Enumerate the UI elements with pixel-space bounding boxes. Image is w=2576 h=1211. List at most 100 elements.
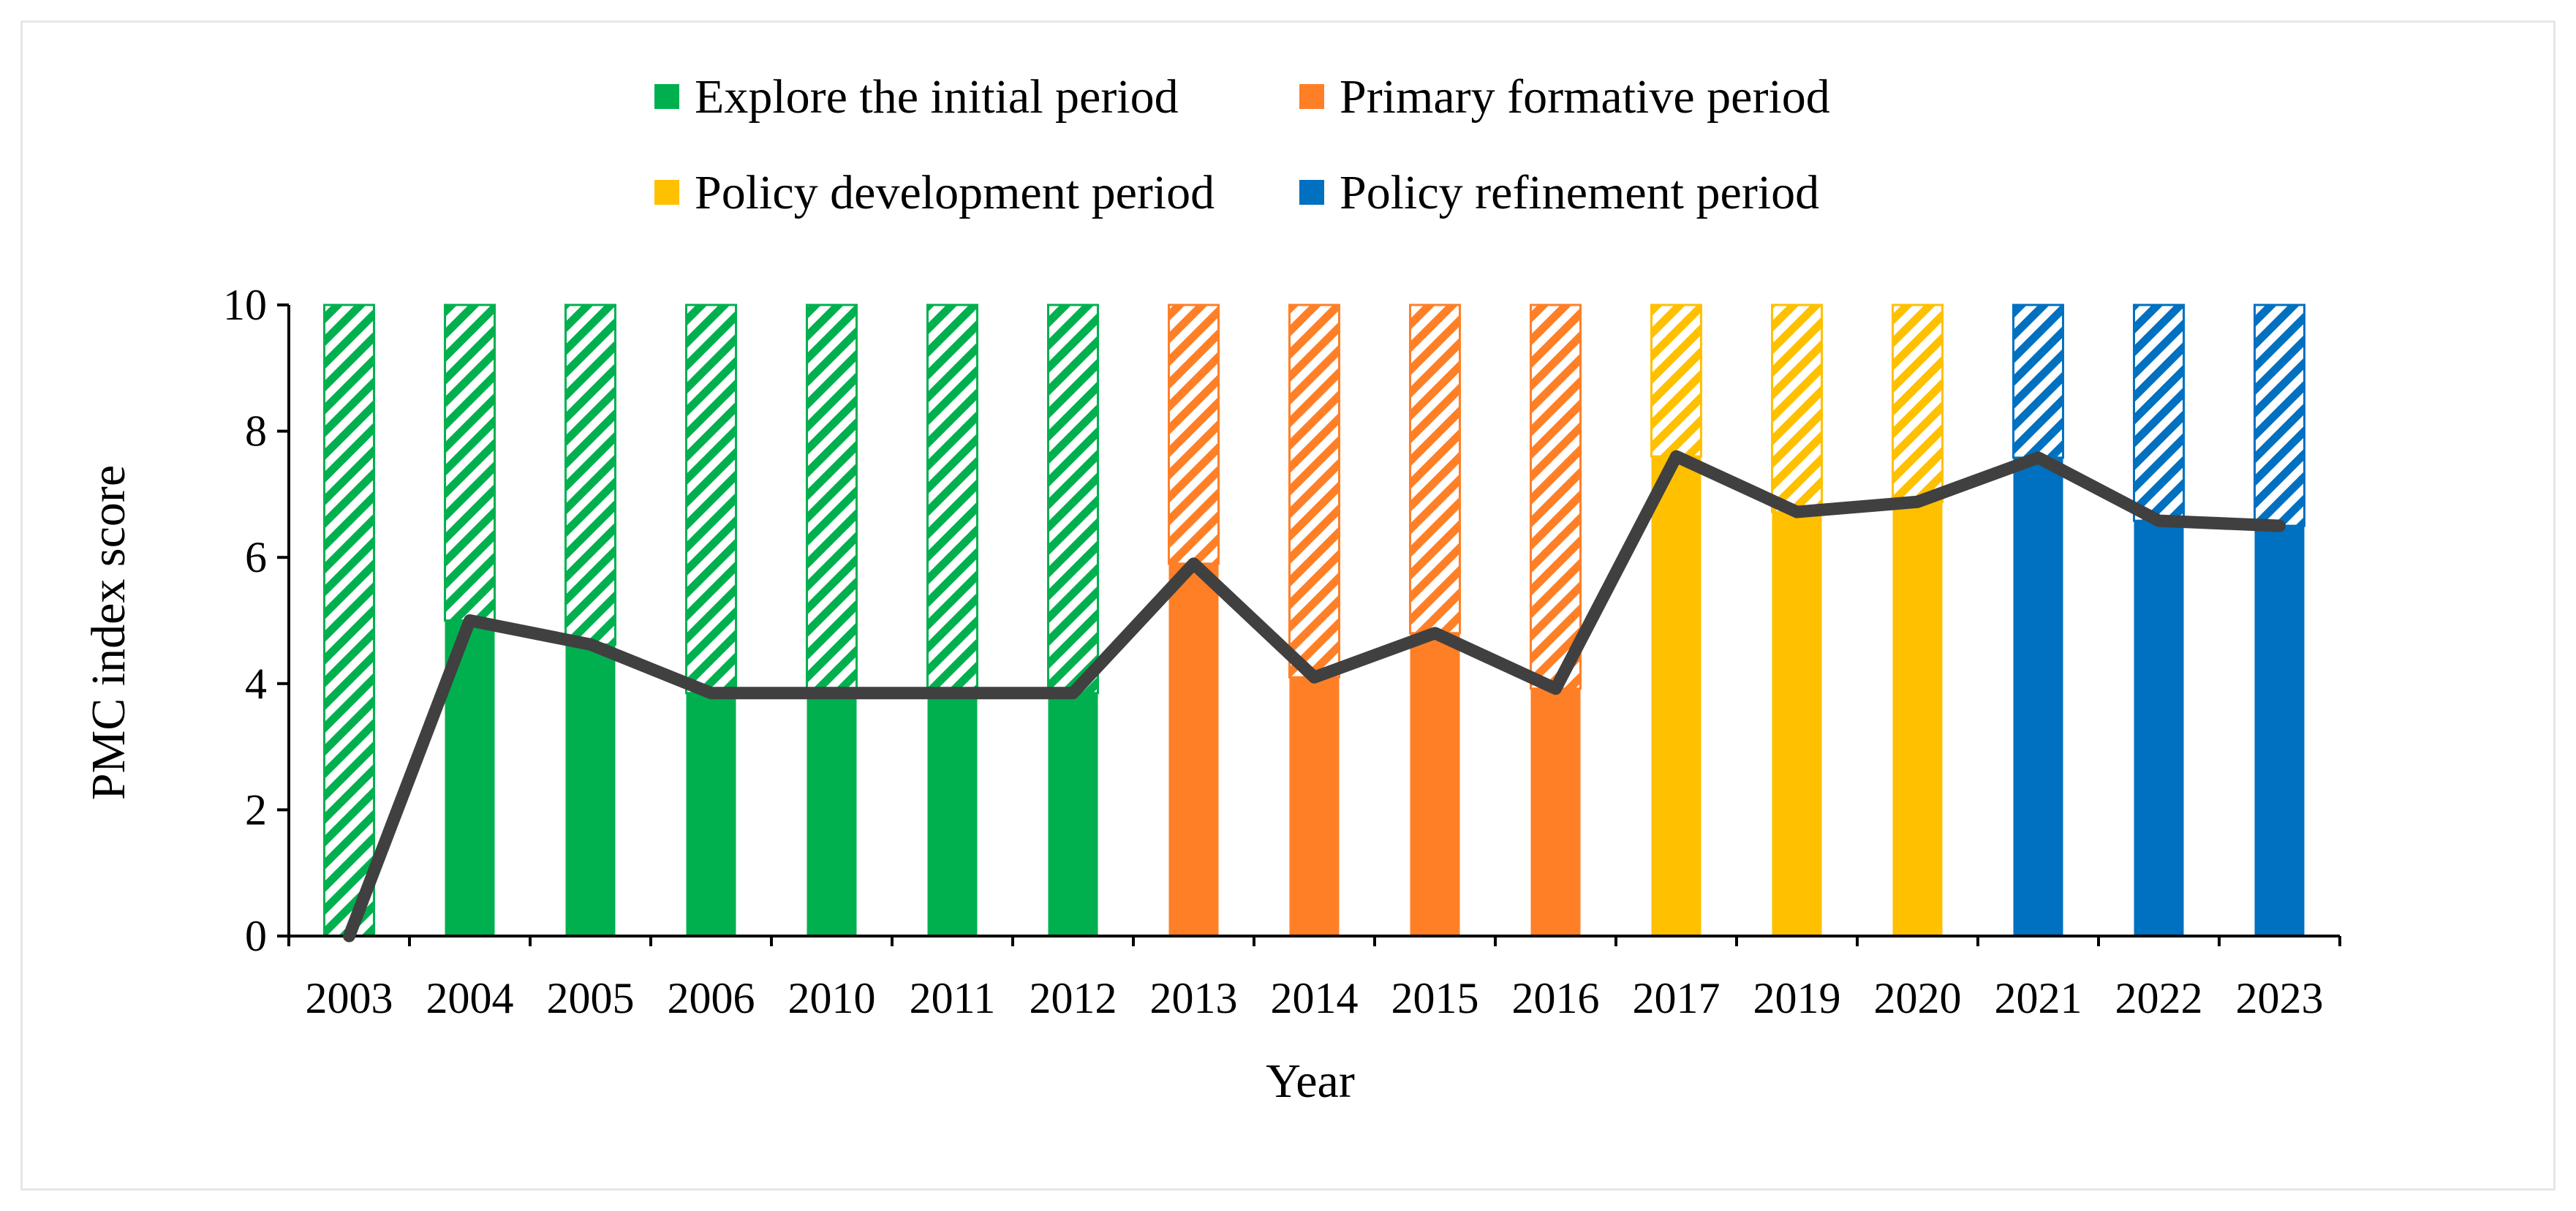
legend-item: Policy refinement period [1299, 166, 1819, 219]
x-tick-label: 2016 [1512, 974, 1600, 1022]
bar-2016 [1530, 303, 1582, 936]
y-tick-label: 2 [245, 785, 267, 834]
chart-frame [20, 20, 2556, 1191]
legend-label: Policy development period [695, 166, 1215, 219]
line-point-2020 [1916, 500, 1919, 504]
legend-label: Explore the initial period [695, 70, 1179, 124]
x-tick-label: 2006 [668, 974, 755, 1022]
bar-remainder [1530, 303, 1582, 690]
line-point-2013 [1192, 562, 1196, 565]
axes: 0 2 4 6 8 10 2003 2004 2005 2006 2010 2011 2012 2013 2… [223, 281, 2341, 1022]
bar-remainder [564, 303, 616, 646]
bar-remainder [806, 303, 858, 695]
bar-remainder [1288, 303, 1340, 679]
bar-score [1289, 677, 1340, 936]
bar-score [2134, 521, 2184, 936]
x-tick-label: 2021 [1995, 974, 2082, 1022]
bar-score [1168, 563, 1219, 936]
line-point-2017 [1674, 455, 1678, 459]
y-tick-label: 10 [223, 281, 267, 329]
bar-remainder [1168, 303, 1220, 565]
line-point-2021 [2036, 456, 2040, 459]
line-point-2004 [468, 619, 472, 622]
legend-swatch [1299, 180, 1324, 205]
bar-2022 [2133, 303, 2185, 936]
line-point-2022 [2157, 519, 2161, 523]
bar-2015 [1409, 303, 1461, 936]
line-point-2014 [1312, 676, 1316, 679]
bar-2021 [2012, 303, 2064, 936]
bar-2023 [2254, 303, 2305, 936]
x-tick-label: 2020 [1874, 974, 1962, 1022]
x-tick-label: 2010 [788, 974, 876, 1022]
line-point-2005 [589, 643, 592, 646]
bar-2006 [685, 303, 737, 936]
line-point-2006 [709, 691, 713, 695]
legend: Explore the initial period Primary format… [654, 70, 1830, 219]
line-point-2003 [347, 935, 351, 938]
bar-2012 [1047, 303, 1099, 936]
x-axis-title: Year [1266, 1055, 1355, 1108]
bar-score [927, 693, 978, 936]
x-tick-label: 2015 [1391, 974, 1479, 1022]
bar-2010 [806, 303, 858, 936]
y-tick-label: 8 [245, 407, 267, 456]
bar-2020 [1892, 303, 1944, 936]
bar-score [686, 693, 736, 936]
y-tick-label: 6 [245, 533, 267, 581]
line-point-2012 [1071, 691, 1075, 695]
bar-remainder [685, 303, 737, 695]
bar-score [1530, 688, 1581, 936]
bar-remainder [1771, 303, 1823, 513]
bar-remainder [2012, 303, 2064, 459]
bar-2014 [1288, 303, 1340, 936]
bar-2005 [564, 303, 616, 936]
legend-swatch [1299, 84, 1324, 109]
bar-2013 [1168, 303, 1220, 936]
line-point-2015 [1433, 631, 1437, 635]
bar-2017 [1650, 303, 1702, 936]
x-tick-label: 2017 [1633, 974, 1721, 1022]
x-tick-label: 2014 [1271, 974, 1359, 1022]
legend-item: Primary formative period [1299, 70, 1830, 124]
bar-score [1048, 693, 1098, 936]
bar-remainder [2133, 303, 2185, 522]
bars [323, 303, 2305, 938]
bar-score [807, 693, 857, 936]
bar-score [1651, 456, 1701, 936]
bar-score [1410, 633, 1460, 936]
x-tick-label: 2005 [547, 974, 635, 1022]
y-axis-title: PMC index score [82, 465, 135, 800]
x-tick-label: 2022 [2115, 974, 2203, 1022]
bar-remainder [323, 303, 375, 938]
y-tick-label: 0 [245, 912, 267, 960]
bar-score [2013, 457, 2063, 936]
legend-label: Primary formative period [1340, 70, 1830, 124]
bar-remainder [1047, 303, 1099, 695]
x-tick-label: 2011 [910, 974, 996, 1022]
y-tick-label: 4 [245, 660, 267, 708]
line-point-2016 [1554, 687, 1557, 690]
line-point-2011 [951, 691, 954, 695]
bar-2003 [323, 303, 375, 938]
bar-remainder [1650, 303, 1702, 458]
bar-2019 [1771, 303, 1823, 936]
bar-score [1892, 502, 1943, 936]
x-tick-label: 2019 [1753, 974, 1841, 1022]
x-tick-label: 2013 [1150, 974, 1238, 1022]
bar-score [1772, 512, 1822, 936]
line-point-2019 [1795, 510, 1799, 514]
legend-swatch [654, 84, 679, 109]
bar-remainder [2254, 303, 2305, 527]
legend-item: Policy development period [654, 166, 1215, 219]
bar-score [565, 644, 616, 936]
legend-swatch [654, 180, 679, 205]
bar-score [2254, 526, 2305, 936]
bar-remainder [1892, 303, 1944, 503]
x-tick-label: 2004 [426, 974, 514, 1022]
bar-2011 [926, 303, 978, 936]
line-point-2023 [2278, 524, 2281, 528]
x-tick-label: 2003 [306, 974, 393, 1022]
bar-remainder [1409, 303, 1461, 635]
